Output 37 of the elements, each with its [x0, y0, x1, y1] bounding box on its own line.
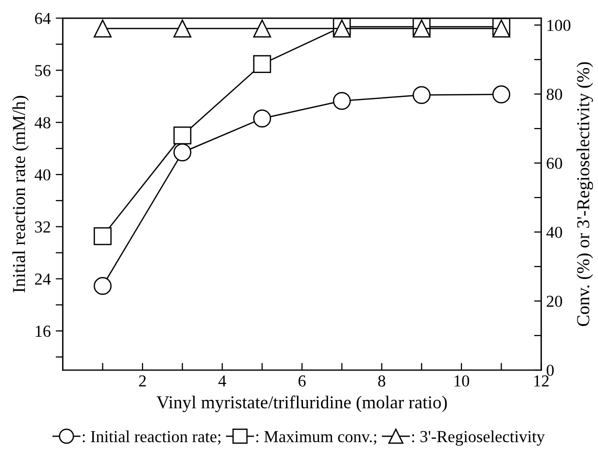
- x-tick-label: 8: [378, 375, 386, 387]
- y-tick-label: 24: [35, 274, 51, 285]
- y2-tick-label: 40: [546, 226, 562, 238]
- y-tick-label: 48: [34, 117, 50, 128]
- point: [492, 85, 510, 104]
- y2-tick-label: 80: [546, 88, 562, 100]
- point: [173, 143, 192, 162]
- y2-tick-label: 100: [548, 20, 570, 32]
- y-tick-label: 56: [35, 65, 50, 76]
- point: [253, 110, 272, 128]
- point: [94, 277, 112, 295]
- x-tick-label: 2: [139, 375, 146, 386]
- y2-axis-title: Conv. (%) or 3'-Regioselectivity (%): [576, 62, 594, 326]
- x-tick-label: 4: [218, 375, 226, 386]
- point: [94, 227, 112, 246]
- y2-tick-label: 20: [546, 296, 562, 307]
- x-axis-title: Vinyl myristate/trifluridine (molar ratio): [156, 396, 447, 412]
- point: [412, 86, 431, 104]
- point: [94, 20, 112, 38]
- point: [173, 20, 192, 38]
- y-axis-title: Initial reaction rate (mM/h): [12, 96, 29, 292]
- y2-tick-label: 0: [546, 364, 554, 376]
- point: [253, 20, 272, 38]
- y-tick-label: 40: [34, 169, 50, 180]
- y-tick-label: 32: [35, 221, 50, 233]
- y-tick-label: 16: [36, 326, 50, 337]
- legend-label: : Initial reaction rate;: [82, 430, 220, 445]
- point: [173, 126, 192, 144]
- point: [253, 55, 272, 73]
- legend-label: : 3'-Regioselectivity: [412, 430, 545, 446]
- y2-tick-label: 60: [546, 158, 562, 169]
- y-tick-label: 64: [35, 12, 51, 24]
- legend-label: : Maximum conv.;: [256, 431, 376, 445]
- x-tick-label: 10: [454, 375, 470, 387]
- point: [332, 92, 351, 110]
- x-tick-label: 6: [298, 375, 306, 387]
- x-tick-label: 12: [534, 375, 549, 386]
